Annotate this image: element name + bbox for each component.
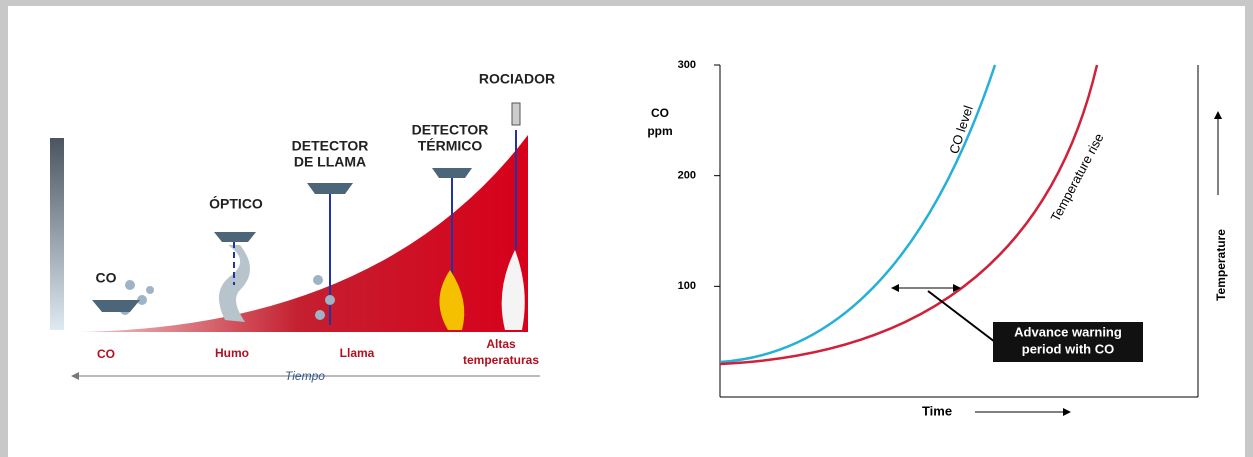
y-tick-label: 300 [678, 59, 696, 71]
y-tick-label: 100 [678, 280, 696, 292]
device-label: CO [96, 270, 117, 286]
background [0, 0, 1253, 457]
frame-top [0, 0, 1253, 6]
device-label: TÉRMICO [418, 138, 483, 154]
device-label: ROCIADOR [479, 71, 555, 87]
device-label: DETECTOR [412, 122, 489, 138]
stage-label: Humo [215, 346, 249, 360]
y-tick-label: 200 [678, 170, 696, 182]
callout-text: period with CO [1022, 341, 1114, 356]
stage-label: temperaturas [463, 353, 539, 367]
device-label: DETECTOR [292, 138, 369, 154]
y2-label: Temperature [1214, 229, 1228, 301]
flame-detector [307, 183, 353, 194]
device-label: DE LLAMA [294, 154, 366, 170]
time-label: Tiempo [285, 369, 325, 383]
frame-left [0, 0, 8, 457]
y-label: ppm [647, 124, 672, 138]
sprinkler [512, 103, 520, 125]
frame-right [1245, 0, 1253, 457]
device-label: ÓPTICO [209, 195, 263, 212]
screen: Tiempo Time Temperature CO level Tempera… [0, 0, 1253, 457]
intensity-bar [50, 138, 64, 330]
stage-label: Altas [486, 337, 516, 351]
stage-label: CO [97, 347, 115, 361]
y-label: CO [651, 106, 669, 120]
x-label: Time [922, 403, 952, 418]
heat-detector [432, 168, 472, 178]
stage-label: Llama [340, 346, 375, 360]
callout-text: Advance warning [1014, 324, 1122, 339]
